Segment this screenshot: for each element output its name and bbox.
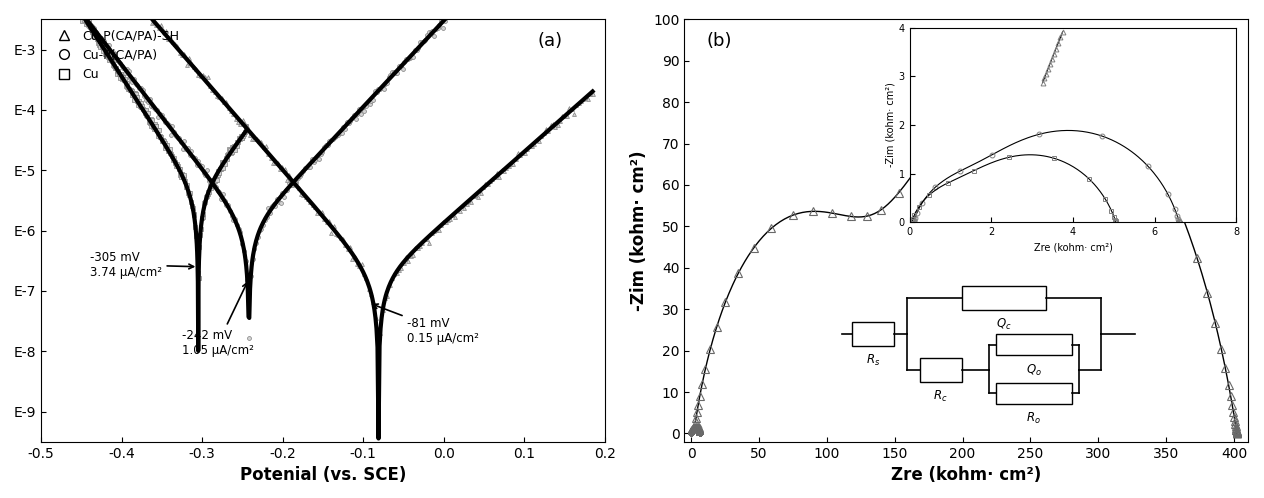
Text: R$_o$: R$_o$ bbox=[1026, 411, 1042, 426]
Text: R$_c$: R$_c$ bbox=[933, 389, 948, 404]
Text: R$_s$: R$_s$ bbox=[866, 353, 880, 369]
Text: -305 mV
3.74 μA/cm²: -305 mV 3.74 μA/cm² bbox=[90, 251, 193, 279]
Text: Q$_c$: Q$_c$ bbox=[996, 317, 1012, 333]
Text: -81 mV
0.15 μA/cm²: -81 mV 0.15 μA/cm² bbox=[373, 304, 479, 345]
FancyBboxPatch shape bbox=[962, 286, 1047, 310]
Text: Q$_o$: Q$_o$ bbox=[1025, 363, 1042, 377]
FancyBboxPatch shape bbox=[852, 322, 894, 346]
Y-axis label: -Zim (kohm· cm²): -Zim (kohm· cm²) bbox=[629, 150, 647, 311]
Text: (a): (a) bbox=[537, 32, 562, 50]
X-axis label: Zre (kohm· cm²): Zre (kohm· cm²) bbox=[891, 466, 1042, 484]
FancyBboxPatch shape bbox=[919, 358, 962, 381]
Text: -242 mV
1.05 μA/cm²: -242 mV 1.05 μA/cm² bbox=[182, 283, 254, 357]
Legend: Cu-P(CA/PA)-SH, Cu-P(CA/PA), Cu: Cu-P(CA/PA)-SH, Cu-P(CA/PA), Cu bbox=[48, 25, 183, 85]
X-axis label: Potenial (vs. SCE): Potenial (vs. SCE) bbox=[240, 466, 406, 484]
FancyBboxPatch shape bbox=[996, 382, 1072, 403]
Text: (b): (b) bbox=[707, 32, 732, 50]
FancyBboxPatch shape bbox=[996, 334, 1072, 355]
